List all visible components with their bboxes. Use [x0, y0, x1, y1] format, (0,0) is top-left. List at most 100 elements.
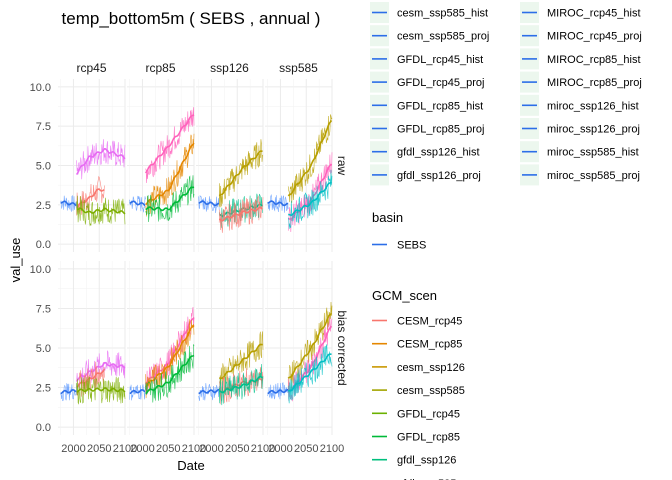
legend-label-miroc_ssp585_proj: miroc_ssp585_proj	[547, 170, 640, 182]
legend-label-GFDL_rcp45_proj: GFDL_rcp45_proj	[397, 77, 484, 89]
legend-label-MIROC_rcp85_proj: MIROC_rcp85_proj	[547, 77, 642, 89]
legend-label-miroc_ssp585_hist: miroc_ssp585_hist	[547, 147, 639, 159]
x-tick-label: 2000	[268, 443, 292, 455]
facet-strip-rcp85: rcp85	[145, 61, 175, 75]
legend-label-miroc_ssp126_hist: miroc_ssp126_hist	[547, 100, 639, 112]
y-tick-label: 0.0	[36, 422, 51, 434]
series-annual-GFDL_rcp85	[145, 175, 195, 223]
panel-ssp126-raw	[196, 79, 264, 252]
legend-label-GFDL_rcp85_hist: GFDL_rcp85_hist	[397, 100, 483, 112]
series-smooth-cesm_ssp585	[287, 312, 333, 379]
legend-label-CESM_rcp45: CESM_rcp45	[397, 316, 462, 328]
series-smooth-cesm_ssp585	[287, 119, 333, 197]
facet-strip-ssp585: ssp585	[279, 61, 318, 75]
panel-ssp585-bias-corrected	[265, 261, 333, 435]
series-smooth-hist	[267, 200, 289, 207]
legend-label-GFDL_rcp85: GFDL_rcp85	[397, 432, 460, 444]
series-annual-GFDL_rcp45	[76, 376, 126, 405]
series-smooth-gfdl_ssp585	[288, 181, 332, 217]
x-tick-label: 2050	[294, 443, 318, 455]
x-tick-label: 2050	[225, 443, 249, 455]
series-annual-hist	[267, 381, 289, 400]
series-annual-hist	[267, 194, 289, 213]
legend-title-gcm-scen: GCM_scen	[372, 288, 437, 303]
y-tick-label: 10.0	[30, 264, 51, 276]
x-tick-label: 2000	[199, 443, 223, 455]
series-annual-miroc_ssp126	[218, 195, 264, 233]
series-smooth-miroc_ssp585	[287, 163, 333, 221]
legend-label-gfdl_ssp126_proj: gfdl_ssp126_proj	[397, 170, 481, 182]
legend-label-gfdl_ssp126_hist: gfdl_ssp126_hist	[397, 147, 480, 159]
legend-title-basin: basin	[372, 210, 403, 225]
series-annual-GFDL_rcp85	[145, 344, 195, 403]
legend-label-MIROC_rcp85_hist: MIROC_rcp85_hist	[547, 54, 641, 66]
panel-rcp45-bias-corrected	[58, 261, 126, 435]
series-smooth-hist	[129, 200, 146, 207]
series-smooth-gfdl_ssp126	[218, 375, 263, 394]
legend-label-GFDL_rcp85_proj: GFDL_rcp85_proj	[397, 124, 484, 136]
panel-rcp85-bias-corrected	[127, 261, 195, 435]
panel-ssp585-raw	[265, 79, 333, 252]
legend-label-cesm_ssp585_proj: cesm_ssp585_proj	[397, 31, 489, 43]
series-smooth-cesm_ssp126	[218, 343, 263, 380]
series-smooth-hist	[60, 388, 77, 395]
series-annual-MIROC_rcp85	[145, 107, 195, 184]
facet-strip-ssp126: ssp126	[210, 61, 249, 75]
y-tick-label: 2.5	[36, 200, 51, 212]
legend: cesm_ssp585_hist cesm_ssp585_proj GFDL_rcp…	[370, 2, 642, 480]
panel-ssp126-bias-corrected	[196, 261, 264, 435]
y-tick-label: 5.0	[36, 161, 51, 173]
series-smooth-CESM_rcp85	[145, 324, 195, 388]
x-tick-label: 2100	[182, 443, 206, 455]
series-smooth-hist	[198, 388, 220, 395]
legend-label-MIROC_rcp45_proj: MIROC_rcp45_proj	[547, 31, 642, 43]
x-tick-label: 2100	[320, 443, 344, 455]
x-tick-label: 2050	[156, 443, 180, 455]
facet-panels: rcp45 rcp85 ssp126 ssp585 raw bias corrected 0…	[30, 61, 349, 455]
series-annual-gfdl_ssp585	[287, 169, 333, 229]
series-smooth-hist	[129, 388, 146, 395]
series-annual-cesm_ssp585	[287, 301, 333, 393]
facet-strip-raw: raw	[335, 156, 349, 176]
x-tick-label: 2000	[130, 443, 154, 455]
series-annual-hist	[60, 383, 77, 402]
series-smooth-miroc_ssp126	[219, 206, 263, 222]
chart-title: temp_bottom5m ( SEBS , annual )	[62, 9, 321, 28]
series-annual-cesm_ssp585	[287, 114, 333, 203]
series-smooth-GFDL_rcp85	[145, 354, 195, 395]
series-smooth-GFDL_rcp85	[145, 186, 195, 212]
series-smooth-gfdl_ssp585	[287, 353, 332, 392]
series-smooth-hist	[267, 388, 289, 395]
x-axis-label: Date	[177, 458, 204, 473]
panel-rcp85-raw	[127, 79, 195, 252]
series-smooth-GFDL_rcp45	[76, 387, 126, 393]
x-tick-label: 2100	[251, 443, 275, 455]
series-annual-CESM_rcp85	[145, 133, 195, 217]
legend-label-miroc_ssp126_proj: miroc_ssp126_proj	[547, 124, 640, 136]
legend-label-MIROC_rcp45_hist: MIROC_rcp45_hist	[547, 8, 641, 20]
series-smooth-hist	[60, 200, 77, 207]
series-smooth-MIROC_rcp85	[144, 114, 195, 174]
series-smooth-hist	[198, 200, 220, 207]
facet-strip-rcp45: rcp45	[76, 61, 106, 75]
y-tick-label: 7.5	[36, 303, 51, 315]
legend-label-gfdl_ssp126: gfdl_ssp126	[397, 455, 456, 467]
y-tick-label: 5.0	[36, 343, 51, 355]
series-annual-hist	[129, 381, 146, 401]
y-tick-label: 2.5	[36, 383, 51, 395]
legend-label-cesm_ssp585: cesm_ssp585	[397, 385, 465, 397]
facet-strip-bias-corrected: bias corrected	[335, 310, 349, 385]
legend-label-CESM_rcp85: CESM_rcp85	[397, 339, 462, 351]
series-annual-cesm_ssp126	[218, 331, 264, 392]
x-tick-label: 2100	[113, 443, 137, 455]
panel-rcp45-raw	[58, 79, 126, 252]
legend-label-GFDL_rcp45_hist: GFDL_rcp45_hist	[397, 54, 483, 66]
legend-label-cesm_ssp585_hist: cesm_ssp585_hist	[397, 8, 488, 20]
series-annual-hist	[129, 195, 146, 213]
series-smooth-GFDL_rcp45	[76, 207, 126, 215]
legend-label-cesm_ssp126: cesm_ssp126	[397, 362, 465, 374]
series-smooth-MIROC_rcp45	[75, 147, 126, 176]
legend-label-SEBS: SEBS	[397, 240, 426, 252]
y-tick-label: 0.0	[36, 239, 51, 251]
legend-key-bg	[370, 472, 389, 480]
